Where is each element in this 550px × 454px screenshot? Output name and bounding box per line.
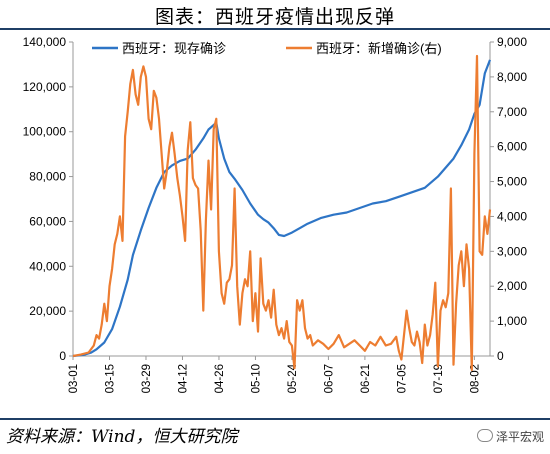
y-right-tick-label: 8,000 <box>497 70 527 84</box>
x-tick-label: 07-19 <box>433 364 445 393</box>
chart-title-wrap: 图表：西班牙疫情出现反弹 <box>0 2 550 29</box>
x-tick-label: 05-10 <box>250 364 262 393</box>
y-right-tick-label: 0 <box>497 349 504 363</box>
x-tick-label: 06-07 <box>323 364 335 393</box>
y-left-tick-label: 120,000 <box>23 80 67 94</box>
x-tick-label: 04-26 <box>214 364 226 393</box>
x-tick-label: 05-24 <box>287 363 299 393</box>
y-right-tick-label: 3,000 <box>497 244 527 258</box>
chart-title: 图表：西班牙疫情出现反弹 <box>154 6 395 28</box>
brand-name: 泽平宏观 <box>495 430 544 444</box>
series-line-new-cases <box>72 54 492 372</box>
y-left-tick-label: 40,000 <box>29 259 66 273</box>
y-left-tick-label: 100,000 <box>23 125 67 139</box>
y-right-tick-label: 9,000 <box>497 35 527 49</box>
y-right-tick-label: 5,000 <box>497 175 527 189</box>
x-tick-label: 04-12 <box>177 364 189 393</box>
legend-label: 西班牙：新增确诊(右) <box>316 41 442 56</box>
y-left-tick-label: 140,000 <box>23 35 67 49</box>
y-right-tick-label: 7,000 <box>497 105 527 119</box>
footer-rule <box>0 418 550 420</box>
x-tick-label: 03-15 <box>104 364 116 393</box>
source-note: 资料来源：Wind，恒大研究院 <box>6 427 238 447</box>
y-left-tick-label: 20,000 <box>29 304 66 318</box>
x-tick-label: 03-01 <box>68 364 80 393</box>
y-right-tick-label: 2,000 <box>497 279 527 293</box>
title-rule <box>0 28 550 30</box>
x-tick-label: 03-29 <box>141 364 153 393</box>
y-right-tick-label: 4,000 <box>497 209 527 223</box>
x-tick-label: 06-21 <box>360 364 372 393</box>
y-left-tick-label: 0 <box>59 349 66 363</box>
x-tick-label: 08-02 <box>469 364 481 393</box>
y-right-tick-label: 1,000 <box>497 314 527 328</box>
y-right-tick-label: 6,000 <box>497 140 527 154</box>
brand-watermark: 泽平宏观 <box>476 428 544 445</box>
x-tick-label: 07-05 <box>396 364 408 393</box>
legend-label: 西班牙：现存确诊 <box>122 41 226 56</box>
y-left-tick-label: 60,000 <box>29 214 66 228</box>
y-left-tick-label: 80,000 <box>29 170 66 184</box>
series-line-active-cases <box>72 59 492 358</box>
wechat-icon <box>476 429 493 442</box>
